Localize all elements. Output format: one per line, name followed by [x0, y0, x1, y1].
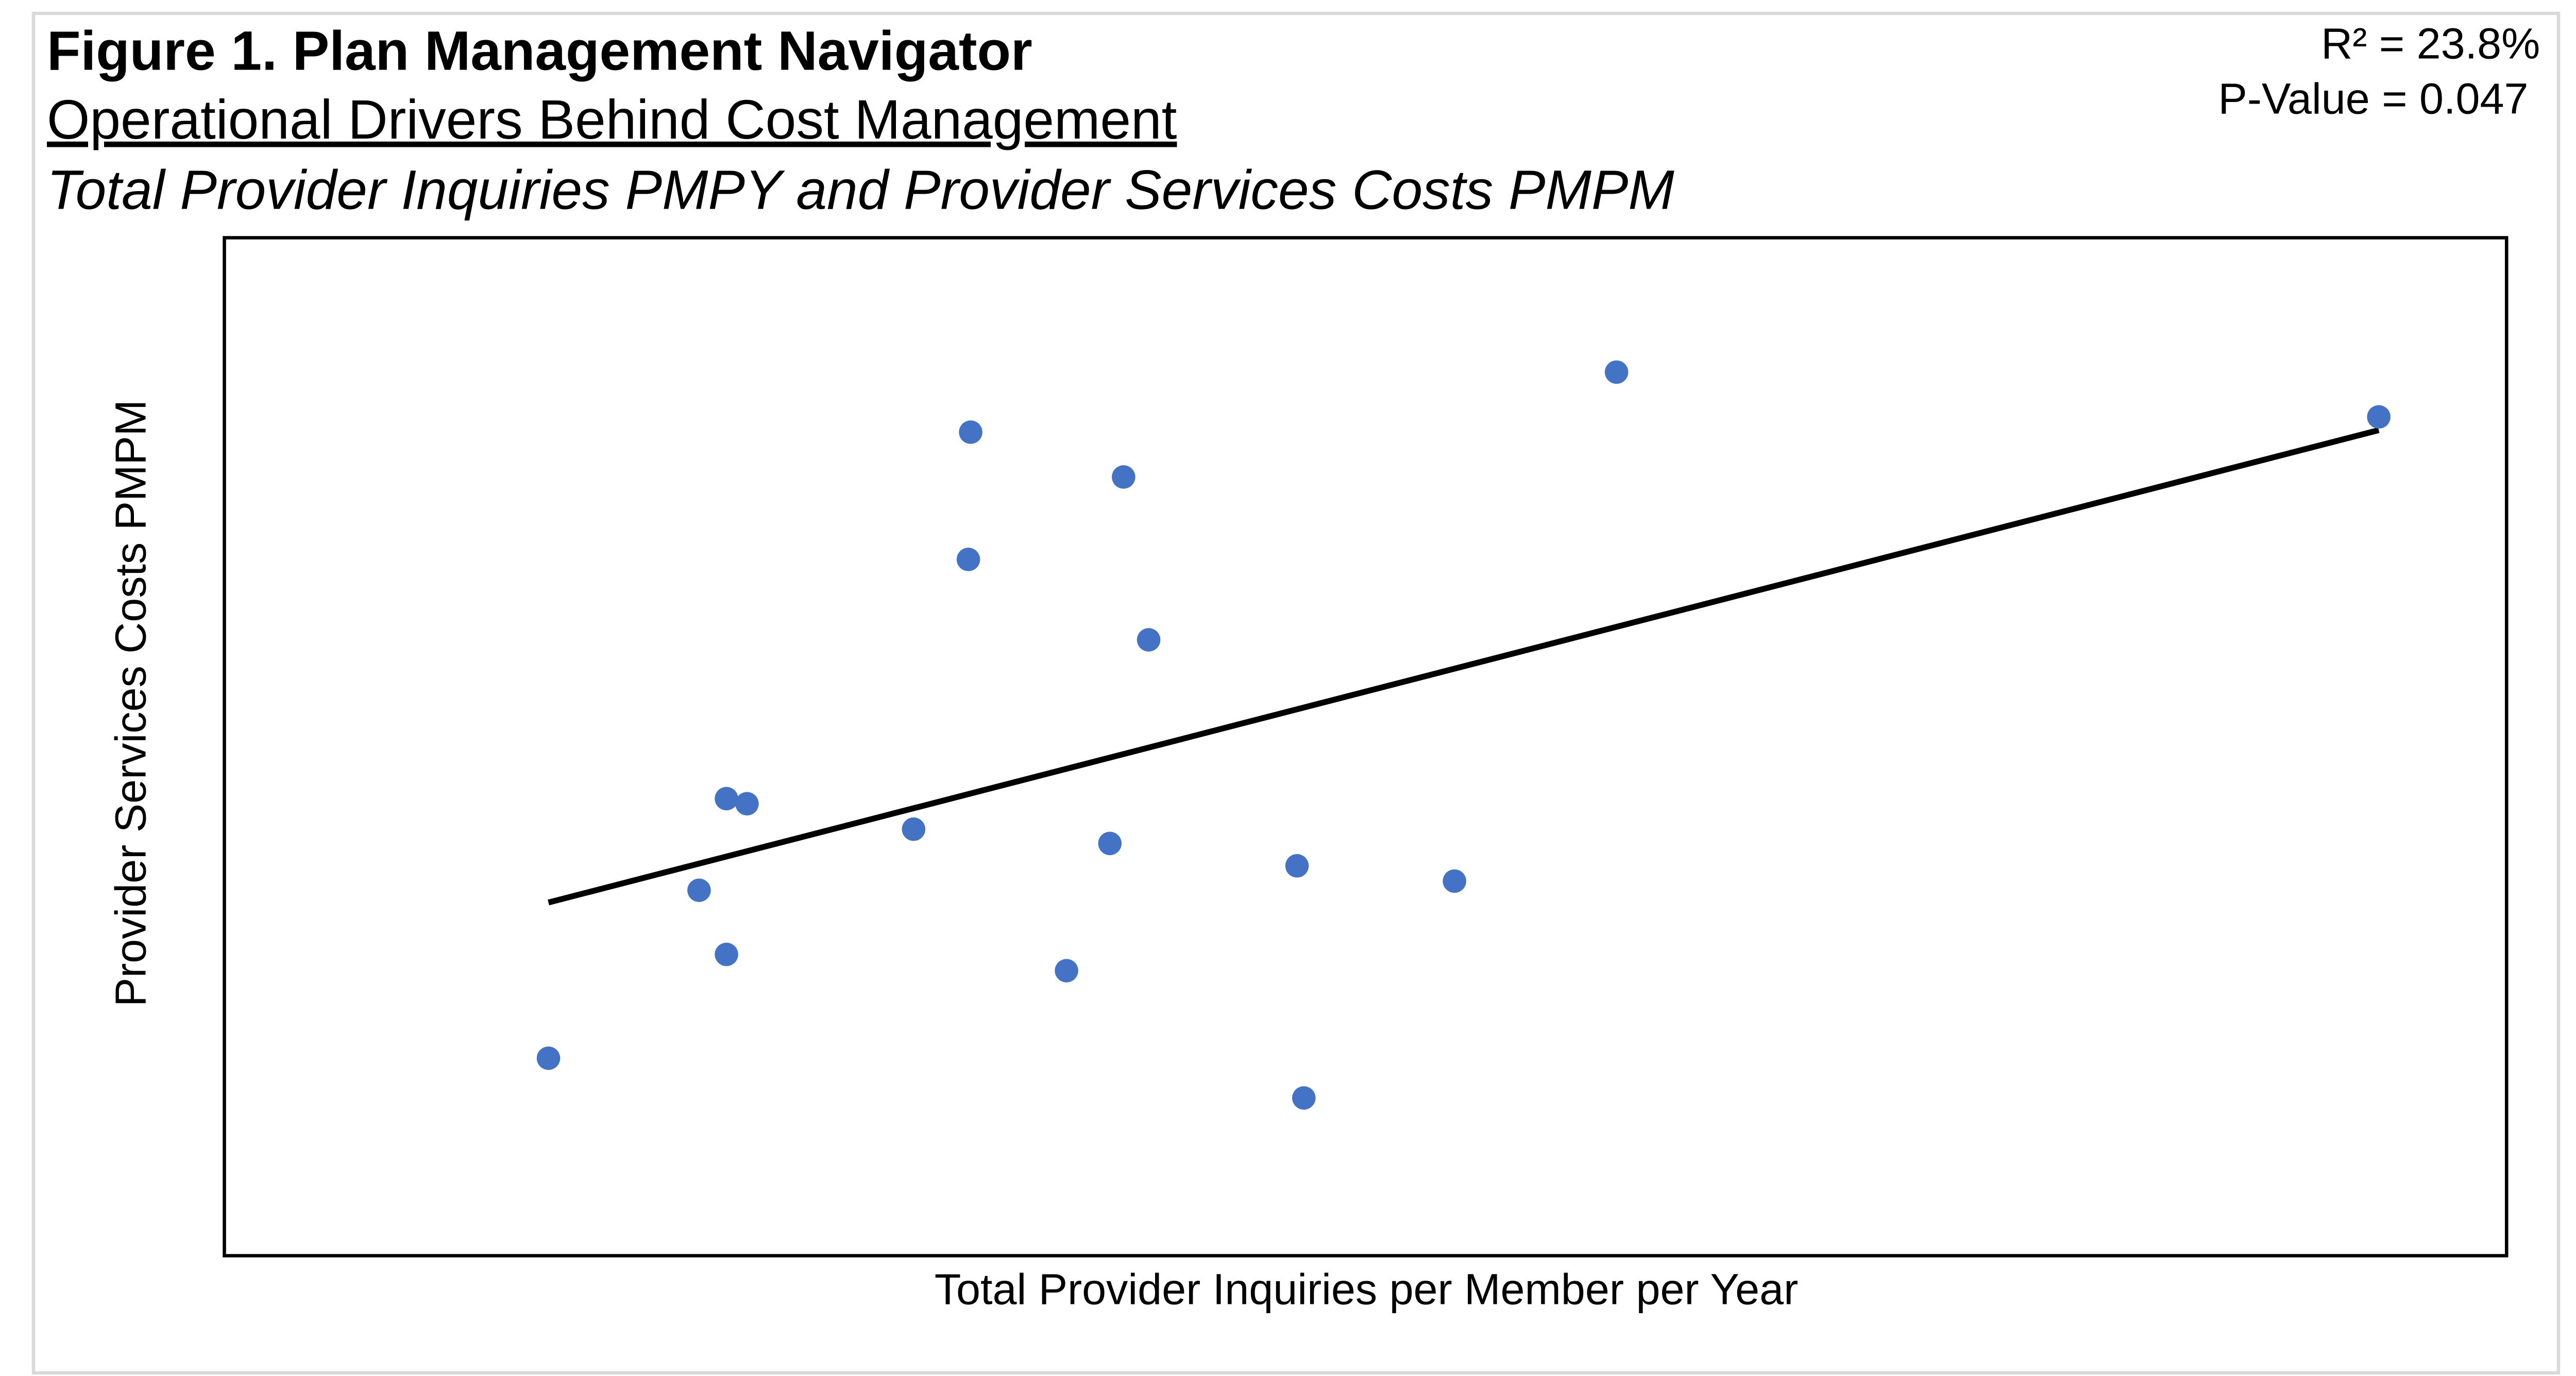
scatter-point: [715, 942, 738, 966]
trend-line: [548, 427, 2380, 906]
chart-title: Figure 1. Plan Management Navigator: [47, 20, 1032, 82]
scatter-point: [687, 878, 711, 902]
scatter-point: [959, 420, 982, 444]
scatter-point: [715, 787, 738, 811]
scatter-point: [1137, 628, 1161, 652]
scatter-point: [1292, 1086, 1316, 1110]
r-squared: R² = 23.8%: [2321, 19, 2540, 67]
scatter-point: [1112, 465, 1136, 489]
scatter-point: [1285, 854, 1309, 878]
chart-subtitle: Operational Drivers Behind Cost Manageme…: [47, 89, 1177, 150]
y-axis-label: Provider Services Costs PMPM: [106, 400, 155, 1007]
scatter-point: [1098, 831, 1122, 855]
chart-caption: Total Provider Inquiries PMPY and Provid…: [47, 159, 1674, 220]
scatter-point: [536, 1046, 561, 1070]
scatter-point: [1443, 869, 1466, 893]
outer-border: [31, 11, 2561, 1375]
scatter-point: [902, 817, 926, 841]
scatter-point: [2367, 405, 2391, 429]
x-axis-label: Total Provider Inquiries per Member per …: [935, 1265, 1798, 1313]
scatter-point: [735, 792, 759, 816]
scatter-point: [956, 548, 980, 571]
plot-area: [223, 236, 2509, 1258]
scatter-point: [1055, 959, 1078, 982]
scatter-point: [1604, 360, 1629, 384]
p-value: P-Value = 0.047: [2218, 75, 2528, 123]
